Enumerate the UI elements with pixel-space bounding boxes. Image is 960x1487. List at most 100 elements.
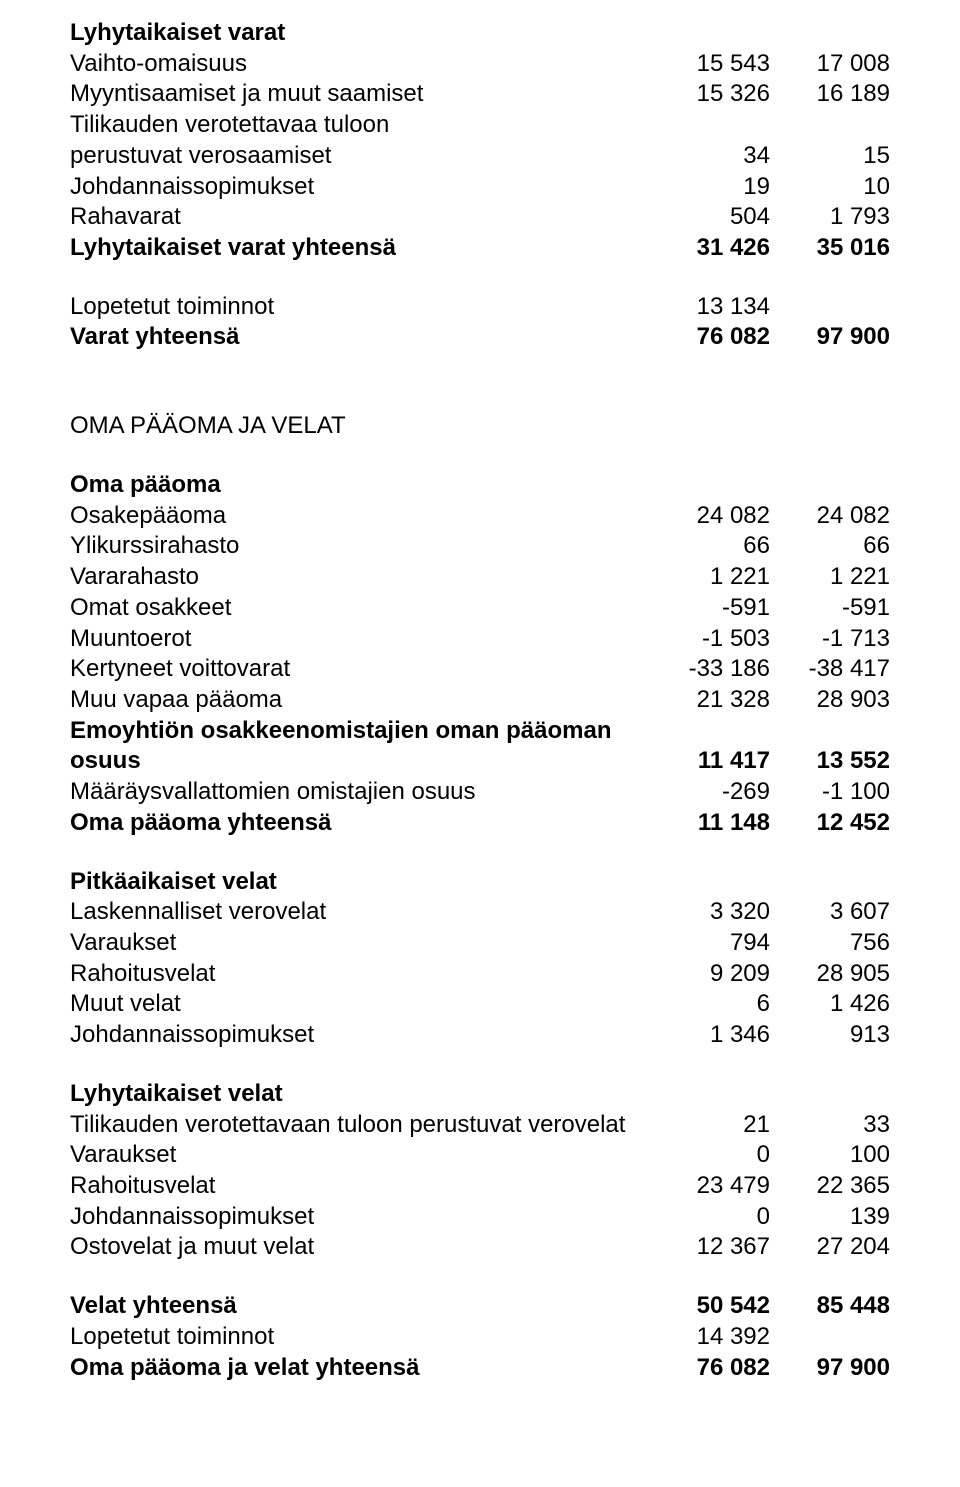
row-label: Ylikurssirahasto <box>70 531 650 562</box>
table-row: Kertyneet voittovarat -33 186 -38 417 <box>70 654 890 685</box>
table-row: Johdannaissopimukset 1 346 913 <box>70 1020 890 1051</box>
row-label: osuus <box>70 746 650 777</box>
row-value-1: 0 <box>650 1202 770 1233</box>
row-value-1: 0 <box>650 1140 770 1171</box>
table-row: Tilikauden verotettavaa tuloon <box>70 110 890 141</box>
row-value-2: 913 <box>770 1020 890 1051</box>
table-row: Lopetetut toiminnot 13 134 <box>70 292 890 323</box>
row-value-1: 19 <box>650 172 770 203</box>
row-value-1: 11 148 <box>650 808 770 839</box>
table-row: perustuvat verosaamiset 34 15 <box>70 141 890 172</box>
row-value-1: 31 426 <box>650 233 770 264</box>
row-value-1: -1 503 <box>650 624 770 655</box>
row-value-2: 3 607 <box>770 897 890 928</box>
table-row: Tilikauden verotettavaan tuloon perustuv… <box>70 1110 890 1141</box>
row-label: Myyntisaamiset ja muut saamiset <box>70 79 650 110</box>
row-value-2: 66 <box>770 531 890 562</box>
row-label: Tilikauden verotettavaa tuloon <box>70 110 650 141</box>
spacer <box>70 1263 890 1291</box>
row-value-2: 10 <box>770 172 890 203</box>
row-label: Oma pääoma yhteensä <box>70 808 650 839</box>
row-label: Lopetetut toiminnot <box>70 1322 650 1353</box>
row-label: Varat yhteensä <box>70 322 650 353</box>
spacer <box>70 264 890 292</box>
row-label: Rahoitusvelat <box>70 1171 650 1202</box>
row-value-2: 24 082 <box>770 501 890 532</box>
row-label: Lyhytaikaiset varat yhteensä <box>70 233 650 264</box>
table-row: Ylikurssirahasto 66 66 <box>70 531 890 562</box>
heading-text: Oma pääoma <box>70 470 890 501</box>
row-value-2: 35 016 <box>770 233 890 264</box>
row-value-1: 9 209 <box>650 959 770 990</box>
row-label: Johdannaissopimukset <box>70 1202 650 1233</box>
row-value-2: 139 <box>770 1202 890 1233</box>
row-label: Laskennalliset verovelat <box>70 897 650 928</box>
row-value-2: 28 903 <box>770 685 890 716</box>
heading-lyhytaikaiset-varat: Lyhytaikaiset varat <box>70 18 890 49</box>
row-label: Varaukset <box>70 1140 650 1171</box>
table-row: Johdannaissopimukset 19 10 <box>70 172 890 203</box>
row-label: Ostovelat ja muut velat <box>70 1232 650 1263</box>
table-row: Rahoitusvelat 9 209 28 905 <box>70 959 890 990</box>
table-row-total: Lyhytaikaiset varat yhteensä 31 426 35 0… <box>70 233 890 264</box>
row-label: Velat yhteensä <box>70 1291 650 1322</box>
row-label: Vaihto-omaisuus <box>70 49 650 80</box>
table-row: Lopetetut toiminnot 14 392 <box>70 1322 890 1353</box>
row-value-2: 15 <box>770 141 890 172</box>
table-row: Laskennalliset verovelat 3 320 3 607 <box>70 897 890 928</box>
row-label: Vararahasto <box>70 562 650 593</box>
row-value-2: -591 <box>770 593 890 624</box>
table-row: Johdannaissopimukset 0 139 <box>70 1202 890 1233</box>
row-value-2: 756 <box>770 928 890 959</box>
row-label: perustuvat verosaamiset <box>70 141 650 172</box>
row-value-1: 76 082 <box>650 322 770 353</box>
heading-text: Pitkäaikaiset velat <box>70 867 890 898</box>
table-row: Omat osakkeet -591 -591 <box>70 593 890 624</box>
table-row: Myyntisaamiset ja muut saamiset 15 326 1… <box>70 79 890 110</box>
row-value-2: 13 552 <box>770 746 890 777</box>
table-row: Vararahasto 1 221 1 221 <box>70 562 890 593</box>
row-label: Rahavarat <box>70 202 650 233</box>
row-value-2: 16 189 <box>770 79 890 110</box>
table-row: Muut velat 6 1 426 <box>70 989 890 1020</box>
row-value-1: 3 320 <box>650 897 770 928</box>
row-value-1: 50 542 <box>650 1291 770 1322</box>
heading-text: Lyhytaikaiset velat <box>70 1079 890 1110</box>
table-row-total: Varat yhteensä 76 082 97 900 <box>70 322 890 353</box>
row-label: Rahoitusvelat <box>70 959 650 990</box>
table-row-total: Oma pääoma ja velat yhteensä 76 082 97 9… <box>70 1353 890 1384</box>
heading-text: Lyhytaikaiset varat <box>70 18 890 49</box>
table-row: Rahavarat 504 1 793 <box>70 202 890 233</box>
row-value-1: -269 <box>650 777 770 808</box>
row-value-1: 66 <box>650 531 770 562</box>
table-row: Muu vapaa pääoma 21 328 28 903 <box>70 685 890 716</box>
table-row: Muuntoerot -1 503 -1 713 <box>70 624 890 655</box>
row-value-1: 1 221 <box>650 562 770 593</box>
row-value-1: 504 <box>650 202 770 233</box>
row-value-1: 15 543 <box>650 49 770 80</box>
row-value-2: 22 365 <box>770 1171 890 1202</box>
row-value-2: 100 <box>770 1140 890 1171</box>
table-row-total: Velat yhteensä 50 542 85 448 <box>70 1291 890 1322</box>
heading-text: OMA PÄÄOMA JA VELAT <box>70 411 890 442</box>
heading-pitkaaikaiset-velat: Pitkäaikaiset velat <box>70 867 890 898</box>
table-row-total: Oma pääoma yhteensä 11 148 12 452 <box>70 808 890 839</box>
row-value-2: 33 <box>770 1110 890 1141</box>
row-label: Muut velat <box>70 989 650 1020</box>
row-value-2: 17 008 <box>770 49 890 80</box>
row-value-1: 21 <box>650 1110 770 1141</box>
heading-oma-paaoma: Oma pääoma <box>70 470 890 501</box>
row-label: Varaukset <box>70 928 650 959</box>
row-value-1: 34 <box>650 141 770 172</box>
row-value-2: 1 793 <box>770 202 890 233</box>
row-value-2: 12 452 <box>770 808 890 839</box>
table-row: Emoyhtiön osakkeenomistajien oman pääoma… <box>70 716 890 747</box>
row-value-1: 794 <box>650 928 770 959</box>
row-value-1: 23 479 <box>650 1171 770 1202</box>
row-label: Osakepääoma <box>70 501 650 532</box>
row-label: Johdannaissopimukset <box>70 1020 650 1051</box>
row-label: Oma pääoma ja velat yhteensä <box>70 1353 650 1384</box>
table-row: Vaihto-omaisuus 15 543 17 008 <box>70 49 890 80</box>
row-value-1: 76 082 <box>650 1353 770 1384</box>
table-row: Ostovelat ja muut velat 12 367 27 204 <box>70 1232 890 1263</box>
